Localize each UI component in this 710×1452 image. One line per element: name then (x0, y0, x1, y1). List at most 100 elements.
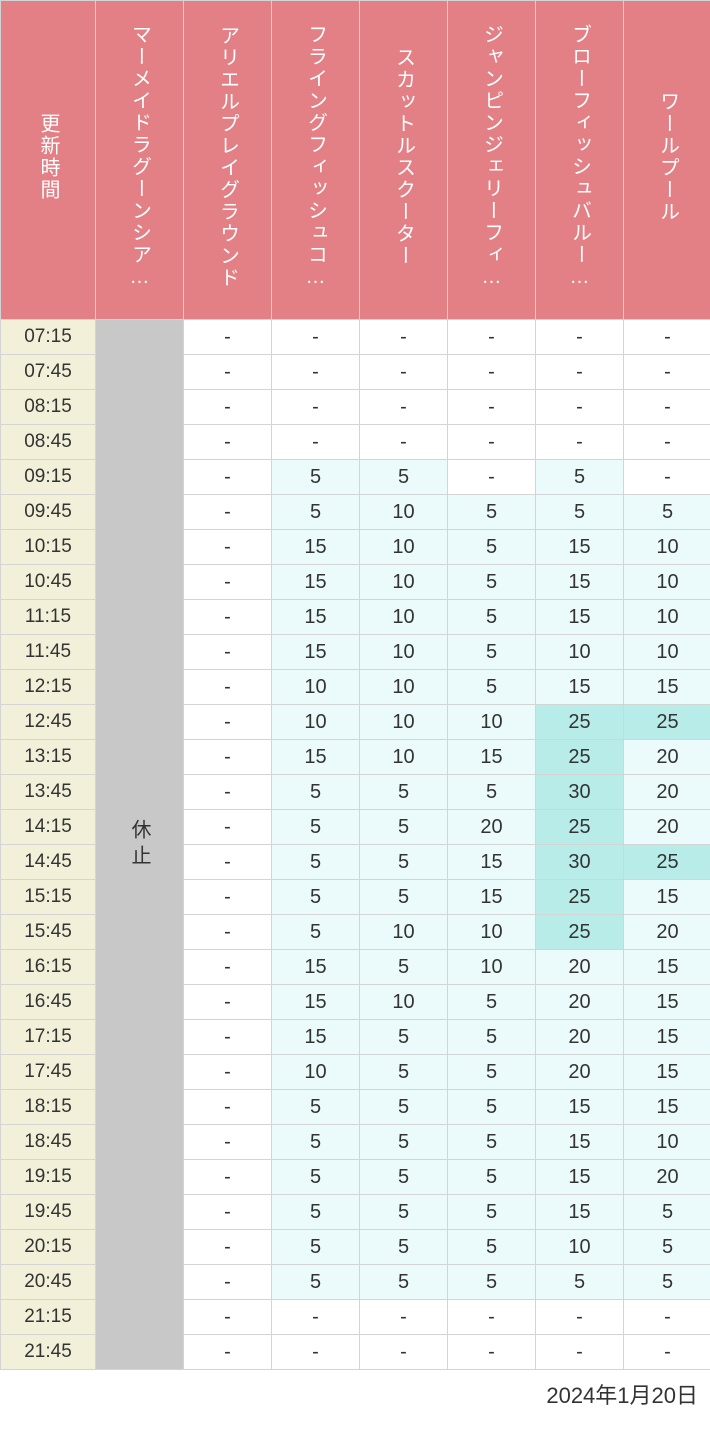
wait-time-cell: 10 (624, 530, 710, 565)
wait-time-cell: 5 (448, 495, 536, 530)
time-cell: 09:45 (1, 495, 96, 530)
wait-time-cell: - (448, 460, 536, 495)
wait-time-cell: 15 (536, 1090, 624, 1125)
ride-header-5: ブローフィッシュバルー… (536, 1, 624, 320)
wait-time-cell: 5 (360, 1090, 448, 1125)
time-cell: 16:45 (1, 985, 96, 1020)
wait-time-cell: - (624, 425, 710, 460)
wait-time-cell: - (448, 355, 536, 390)
wait-time-cell: 5 (448, 775, 536, 810)
wait-time-cell: - (536, 390, 624, 425)
wait-time-cell: 15 (448, 880, 536, 915)
wait-time-cell: 25 (536, 880, 624, 915)
wait-time-cell: 10 (360, 670, 448, 705)
wait-time-cell: 20 (624, 810, 710, 845)
wait-time-cell: 10 (624, 565, 710, 600)
wait-time-cell: 5 (272, 1265, 360, 1300)
wait-time-cell: 5 (360, 1125, 448, 1160)
wait-time-cell: - (184, 390, 272, 425)
wait-time-cell: 15 (536, 600, 624, 635)
wait-time-cell: 15 (272, 1020, 360, 1055)
wait-time-cell: - (184, 880, 272, 915)
wait-time-cell: 5 (448, 600, 536, 635)
wait-time-cell: 25 (624, 705, 710, 740)
ride-header-label: ワールプール (655, 7, 681, 307)
wait-time-cell: 5 (448, 670, 536, 705)
wait-time-cell: 5 (448, 1195, 536, 1230)
wait-time-cell: - (184, 740, 272, 775)
wait-time-cell: - (184, 565, 272, 600)
wait-time-table-container: 更新時間 マーメイドラグーンシア…アリエルプレイグラウンドフライングフィッシュコ… (0, 0, 710, 1418)
wait-time-cell: 5 (360, 1195, 448, 1230)
wait-time-cell: 5 (448, 565, 536, 600)
wait-time-cell: - (184, 355, 272, 390)
ride-header-label: ジャンピンジェリーフィ… (479, 7, 505, 307)
wait-time-cell: - (184, 705, 272, 740)
wait-time-cell: 10 (360, 495, 448, 530)
wait-time-cell: - (184, 635, 272, 670)
wait-time-cell: 5 (448, 1230, 536, 1265)
time-cell: 11:45 (1, 635, 96, 670)
ride-header-4: ジャンピンジェリーフィ… (448, 1, 536, 320)
wait-time-cell: 5 (448, 985, 536, 1020)
wait-time-cell: - (272, 1300, 360, 1335)
wait-time-cell: - (184, 1195, 272, 1230)
wait-time-cell: - (184, 1335, 272, 1370)
wait-time-cell: - (184, 495, 272, 530)
wait-time-cell: 20 (536, 1055, 624, 1090)
wait-time-cell: 10 (360, 705, 448, 740)
wait-time-cell: 5 (536, 460, 624, 495)
wait-time-cell: - (624, 460, 710, 495)
ride-header-3: スカットルスクーター (360, 1, 448, 320)
wait-time-cell: 10 (448, 950, 536, 985)
wait-time-cell: 5 (272, 845, 360, 880)
wait-time-cell: 5 (360, 1265, 448, 1300)
wait-time-cell: - (272, 425, 360, 460)
wait-time-cell: 25 (536, 915, 624, 950)
wait-time-cell: 5 (272, 495, 360, 530)
wait-time-cell: - (360, 390, 448, 425)
wait-time-cell: 20 (536, 950, 624, 985)
wait-time-cell: 5 (360, 950, 448, 985)
wait-time-cell: 5 (360, 845, 448, 880)
wait-time-cell: 5 (360, 460, 448, 495)
wait-time-cell: 15 (624, 1090, 710, 1125)
wait-time-cell: 5 (360, 775, 448, 810)
wait-time-cell: - (184, 1300, 272, 1335)
time-cell: 17:45 (1, 1055, 96, 1090)
wait-time-cell: - (272, 320, 360, 355)
wait-time-cell: - (184, 670, 272, 705)
wait-time-cell: 5 (448, 1090, 536, 1125)
wait-time-cell: 10 (360, 915, 448, 950)
time-cell: 17:15 (1, 1020, 96, 1055)
wait-time-cell: 5 (272, 1090, 360, 1125)
wait-time-cell: - (184, 985, 272, 1020)
wait-time-cell: 5 (360, 1020, 448, 1055)
ride-header-0: マーメイドラグーンシア… (96, 1, 184, 320)
wait-time-cell: - (184, 1090, 272, 1125)
wait-time-cell: - (184, 845, 272, 880)
wait-time-cell: - (624, 1300, 710, 1335)
ride-header-2: フライングフィッシュコ… (272, 1, 360, 320)
time-cell: 08:45 (1, 425, 96, 460)
wait-time-cell: - (536, 1300, 624, 1335)
time-cell: 09:15 (1, 460, 96, 495)
wait-time-cell: 30 (536, 845, 624, 880)
wait-time-cell: 15 (536, 1160, 624, 1195)
wait-time-cell: 10 (272, 1055, 360, 1090)
wait-time-cell: 15 (536, 1195, 624, 1230)
wait-time-cell: - (184, 530, 272, 565)
wait-time-cell: 20 (536, 985, 624, 1020)
wait-time-cell: 15 (536, 565, 624, 600)
wait-time-cell: 25 (624, 845, 710, 880)
wait-time-cell: 5 (272, 1230, 360, 1265)
wait-time-cell: - (184, 1055, 272, 1090)
wait-time-cell: 5 (360, 810, 448, 845)
wait-time-cell: - (184, 1230, 272, 1265)
wait-time-cell: 5 (272, 810, 360, 845)
wait-time-cell: 5 (272, 880, 360, 915)
wait-time-cell: 5 (448, 1265, 536, 1300)
ride-header-label: アリエルプレイグラウンド (215, 7, 241, 307)
wait-time-cell: - (184, 950, 272, 985)
wait-time-cell: - (448, 1300, 536, 1335)
